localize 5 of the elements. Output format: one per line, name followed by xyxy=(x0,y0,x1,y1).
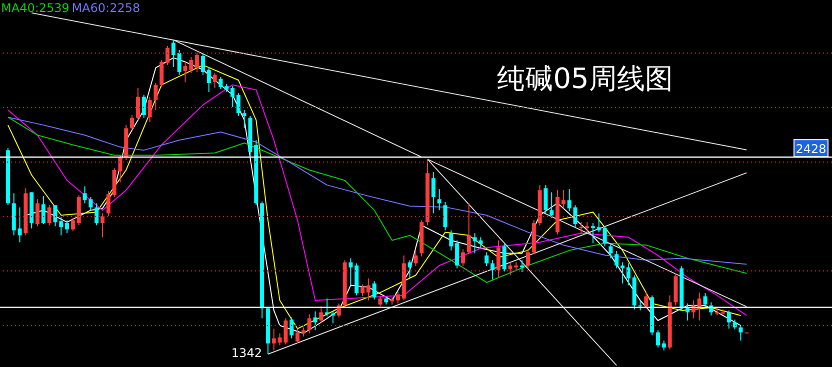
text: 纯碱05周线图 xyxy=(497,62,673,95)
annotation: 2428 xyxy=(796,142,826,156)
annotation: 1342 xyxy=(231,346,262,360)
text: MA40:2539 xyxy=(1,1,70,15)
text: MA60:2258 xyxy=(72,1,140,15)
